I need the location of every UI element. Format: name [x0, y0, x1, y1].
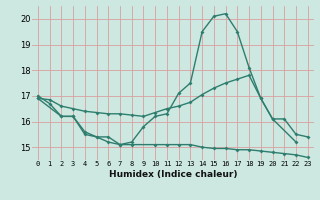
X-axis label: Humidex (Indice chaleur): Humidex (Indice chaleur) — [108, 170, 237, 179]
